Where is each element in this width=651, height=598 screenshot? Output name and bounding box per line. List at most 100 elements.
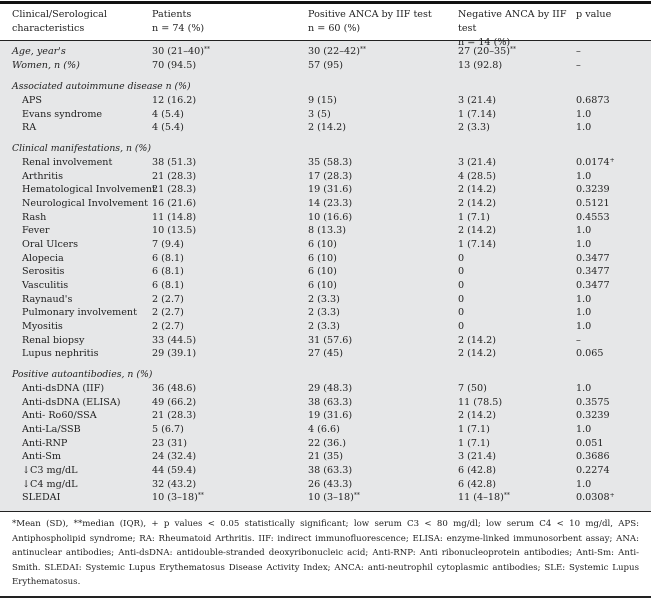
cell-characteristic: Neurological Involvement	[0, 197, 152, 211]
table-row: Renal biopsy 33 (44.5) 31 (57.6) 2 (14.2) –	[0, 334, 651, 348]
table-row: Lupus nephritis 29 (39.1) 27 (45) 2 (14.2) 0…	[0, 347, 651, 361]
cell-text: Anti-RNP	[22, 437, 68, 449]
cell-text: 10 (16.6)	[308, 211, 353, 223]
header-characteristics: Clinical/Serological characteristics	[0, 8, 152, 40]
cell-text: 3 (21.4)	[458, 156, 497, 168]
cell-patients: 44 (59.4)	[152, 464, 308, 478]
cell-characteristic: Renal biopsy	[0, 334, 152, 348]
cell-positive-anca: 29 (48.3)	[308, 382, 458, 396]
table-row: Anti-Sm 24 (32.4) 21 (35) 3 (21.4) 0.3686	[0, 450, 651, 464]
cell-text: 2 (14.2)	[458, 410, 497, 422]
cell-text: 1.0	[576, 321, 592, 333]
cell-positive-anca: 6 (10)	[308, 252, 458, 266]
footnote-mark: **	[197, 492, 204, 500]
cell-p-value: 1.0	[576, 382, 636, 396]
cell-p-value: 0.0174+	[576, 156, 636, 170]
cell-characteristic: Anti-dsDNA (IIF)	[0, 382, 152, 396]
cell-text: 44 (59.4)	[152, 464, 197, 476]
table-row: ↓C3 mg/dL 44 (59.4) 38 (63.3) 6 (42.8) 0.227…	[0, 464, 651, 478]
cell-p-value: 0.4553	[576, 211, 636, 225]
cell-positive-anca: 21 (35)	[308, 450, 458, 464]
cell-text: 0.3239	[576, 410, 610, 422]
cell-text: 0	[458, 266, 465, 278]
table-row: SLEDAI 10 (3–18)** 10 (3–18)** 11 (4–18)** 0…	[0, 491, 651, 505]
cell-characteristic: Renal involvement	[0, 156, 152, 170]
header-p-value: p value	[576, 8, 636, 40]
cell-text: 7 (9.4)	[152, 238, 184, 250]
cell-text: 35 (58.3)	[308, 156, 353, 168]
footnote-mark: +	[609, 492, 615, 500]
table-row: Pulmonary involvement 2 (2.7) 2 (3.3) 0 1.0	[0, 306, 651, 320]
cell-text: 17 (28.3)	[308, 170, 353, 182]
cell-negative-anca: 0	[458, 252, 576, 266]
cell-text: 21 (35)	[308, 451, 343, 463]
cell-text: 7 (50)	[458, 382, 487, 394]
cell-p-value: 0.3686	[576, 450, 636, 464]
footnote-mark: **	[203, 46, 210, 53]
cell-p-value: 1.0	[576, 238, 636, 252]
cell-p-value: 1.0	[576, 478, 636, 492]
cell-patients: 11 (14.8)	[152, 211, 308, 225]
cell-text: 1.0	[576, 170, 592, 182]
cell-text: 0	[458, 321, 465, 333]
cell-negative-anca: 0	[458, 279, 576, 293]
table-row: Arthritis 21 (28.3) 17 (28.3) 4 (28.5) 1.0	[0, 170, 651, 184]
cell-p-value: 1.0	[576, 293, 636, 307]
table-body: Age, year's 30 (21–40)** 30 (22–42)** 27 (2…	[0, 41, 651, 511]
cell-characteristic: ↓C4 mg/dL	[0, 478, 152, 492]
header-label: p value	[576, 9, 612, 20]
cell-text: 2 (3.3)	[308, 321, 340, 333]
cell-text: 13 (92.8)	[458, 59, 503, 71]
cell-negative-anca: 1 (7.1)	[458, 423, 576, 437]
footnote-mark: **	[509, 46, 516, 53]
cell-p-value: 1.0	[576, 224, 636, 238]
table-row: Anti- Ro60/SSA 21 (28.3) 19 (31.6) 2 (14.2)…	[0, 409, 651, 423]
cell-patients: 7 (9.4)	[152, 238, 308, 252]
table-row: Age, year's 30 (21–40)** 30 (22–42)** 27 (2…	[0, 45, 651, 59]
cell-patients: 12 (16.2)	[152, 94, 308, 108]
cell-text: 0	[458, 307, 465, 319]
cell-text: 31 (57.6)	[308, 334, 353, 346]
table-row: APS 12 (16.2) 9 (15) 3 (21.4) 0.6873	[0, 94, 651, 108]
cell-text: 21 (28.3)	[152, 184, 197, 196]
cell-text: 0.3575	[576, 396, 610, 408]
cell-text: 1 (7.1)	[458, 437, 490, 449]
top-rule	[0, 1, 651, 4]
cell-text: 30 (21–40)	[152, 46, 204, 57]
cell-negative-anca: 1 (7.1)	[458, 437, 576, 451]
cell-positive-anca: 3 (5)	[308, 108, 458, 122]
section-header: Associated autoimmune disease n (%)	[0, 80, 651, 94]
header-sub: n = 74 (%)	[152, 23, 205, 34]
cell-positive-anca: 6 (10)	[308, 238, 458, 252]
table-row: Renal involvement 38 (51.3) 35 (58.3) 3 (21…	[0, 156, 651, 170]
cell-negative-anca: 11 (78.5)	[458, 396, 576, 410]
cell-text: 11 (4–18)	[458, 492, 504, 504]
cell-characteristic: Arthritis	[0, 170, 152, 184]
cell-text: 2 (3.3)	[308, 293, 340, 305]
cell-negative-anca: 2 (14.2)	[458, 347, 576, 361]
cell-text: ↓C3 mg/dL	[22, 464, 78, 476]
cell-positive-anca: 17 (28.3)	[308, 170, 458, 184]
cell-text: 1.0	[576, 423, 592, 435]
table-row: Anti-dsDNA (ELISA) 49 (66.2) 38 (63.3) 11 (…	[0, 396, 651, 410]
footnote-mark: **	[359, 46, 366, 53]
cell-text: –	[576, 334, 581, 346]
table-row: Oral Ulcers 7 (9.4) 6 (10) 1 (7.14) 1.0	[0, 238, 651, 252]
table-row: Evans syndrome 4 (5.4) 3 (5) 1 (7.14) 1.0	[0, 108, 651, 122]
cell-p-value: 0.5121	[576, 197, 636, 211]
table-row: Serositis 6 (8.1) 6 (10) 0 0.3477	[0, 265, 651, 279]
cell-text: 3 (21.4)	[458, 95, 497, 107]
cell-patients: 16 (21.6)	[152, 197, 308, 211]
cell-text: 0.4553	[576, 211, 610, 223]
cell-positive-anca: 26 (43.3)	[308, 478, 458, 492]
cell-text: 49 (66.2)	[152, 396, 197, 408]
cell-text: 23 (31)	[152, 437, 187, 449]
cell-p-value: 0.3477	[576, 252, 636, 266]
cell-positive-anca: 38 (63.3)	[308, 396, 458, 410]
cell-text: Anti-dsDNA (ELISA)	[22, 396, 121, 408]
cell-p-value: 0.3477	[576, 279, 636, 293]
table-header: Clinical/Serological characteristics Pat…	[0, 4, 651, 48]
cell-positive-anca: 2 (3.3)	[308, 293, 458, 307]
cell-patients: 21 (28.3)	[152, 170, 308, 184]
cell-p-value: –	[576, 334, 636, 348]
